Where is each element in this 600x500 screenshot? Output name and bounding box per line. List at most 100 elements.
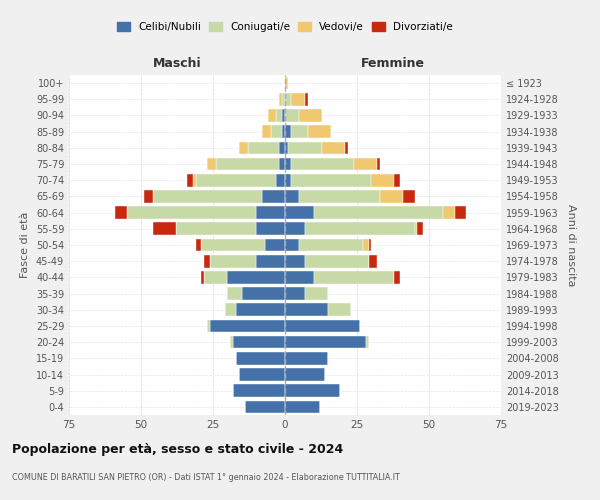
Bar xyxy=(210,255,256,268)
Bar xyxy=(299,190,380,202)
Bar xyxy=(314,206,443,219)
Bar xyxy=(205,255,210,268)
Bar xyxy=(236,352,285,364)
Bar xyxy=(202,271,205,283)
Bar xyxy=(285,271,314,283)
Bar xyxy=(285,174,291,186)
Bar xyxy=(207,320,210,332)
Bar xyxy=(239,142,248,154)
Bar xyxy=(285,255,305,268)
Bar xyxy=(210,320,285,332)
Bar xyxy=(207,158,216,170)
Bar xyxy=(233,384,285,397)
Bar xyxy=(279,142,285,154)
Bar xyxy=(285,93,291,106)
Bar xyxy=(368,255,377,268)
Bar xyxy=(285,190,299,202)
Bar xyxy=(279,93,282,106)
Bar xyxy=(285,320,360,332)
Bar xyxy=(242,288,285,300)
Bar xyxy=(271,126,282,138)
Bar xyxy=(368,238,371,252)
Bar xyxy=(187,174,193,186)
Bar xyxy=(282,126,285,138)
Bar xyxy=(285,206,314,219)
Bar xyxy=(277,174,285,186)
Bar xyxy=(394,174,400,186)
Bar xyxy=(152,190,262,202)
Bar xyxy=(288,142,322,154)
Bar xyxy=(403,190,415,202)
Bar xyxy=(415,222,418,235)
Bar xyxy=(363,238,368,252)
Bar xyxy=(144,190,152,202)
Bar xyxy=(285,77,288,90)
Bar xyxy=(256,255,285,268)
Bar xyxy=(285,222,305,235)
Bar xyxy=(285,158,291,170)
Bar xyxy=(233,336,285,348)
Bar xyxy=(291,93,305,106)
Bar xyxy=(268,109,277,122)
Bar xyxy=(377,158,380,170)
Y-axis label: Anni di nascita: Anni di nascita xyxy=(566,204,575,286)
Bar xyxy=(455,206,466,219)
Bar xyxy=(236,304,285,316)
Bar xyxy=(285,400,320,413)
Bar xyxy=(115,206,127,219)
Bar xyxy=(305,288,328,300)
Bar xyxy=(394,271,400,283)
Bar xyxy=(418,222,423,235)
Bar xyxy=(285,336,365,348)
Bar xyxy=(285,384,340,397)
Text: Femmine: Femmine xyxy=(361,57,425,70)
Bar xyxy=(262,190,285,202)
Bar xyxy=(291,126,308,138)
Legend: Celibi/Nubili, Coniugati/e, Vedovi/e, Divorziati/e: Celibi/Nubili, Coniugati/e, Vedovi/e, Di… xyxy=(114,19,456,36)
Bar xyxy=(354,158,377,170)
Text: COMUNE DI BARATILI SAN PIETRO (OR) - Dati ISTAT 1° gennaio 2024 - Elaborazione T: COMUNE DI BARATILI SAN PIETRO (OR) - Dat… xyxy=(12,472,400,482)
Bar xyxy=(322,142,346,154)
Bar xyxy=(202,238,265,252)
Bar xyxy=(239,368,285,381)
Bar xyxy=(245,400,285,413)
Bar xyxy=(152,222,176,235)
Bar xyxy=(365,336,368,348)
Bar xyxy=(279,158,285,170)
Bar xyxy=(282,109,285,122)
Bar xyxy=(291,174,371,186)
Bar xyxy=(371,174,394,186)
Bar xyxy=(305,255,368,268)
Bar xyxy=(285,238,299,252)
Bar xyxy=(285,288,305,300)
Bar xyxy=(196,238,202,252)
Bar xyxy=(127,206,256,219)
Bar xyxy=(227,271,285,283)
Bar xyxy=(305,222,415,235)
Bar xyxy=(230,336,233,348)
Bar xyxy=(248,142,279,154)
Bar xyxy=(314,271,394,283)
Text: Maschi: Maschi xyxy=(152,57,202,70)
Bar xyxy=(227,288,242,300)
Bar xyxy=(282,93,285,106)
Bar xyxy=(265,238,285,252)
Bar xyxy=(328,304,351,316)
Bar xyxy=(256,206,285,219)
Bar xyxy=(262,126,271,138)
Bar xyxy=(196,174,277,186)
Bar xyxy=(193,174,196,186)
Bar xyxy=(299,109,322,122)
Bar xyxy=(256,222,285,235)
Bar xyxy=(305,93,308,106)
Text: Popolazione per età, sesso e stato civile - 2024: Popolazione per età, sesso e stato civil… xyxy=(12,442,343,456)
Y-axis label: Fasce di età: Fasce di età xyxy=(20,212,30,278)
Bar xyxy=(176,222,256,235)
Bar xyxy=(291,158,354,170)
Bar xyxy=(285,352,328,364)
Bar xyxy=(380,190,403,202)
Bar xyxy=(299,238,363,252)
Bar xyxy=(205,271,227,283)
Bar xyxy=(346,142,349,154)
Bar xyxy=(216,158,279,170)
